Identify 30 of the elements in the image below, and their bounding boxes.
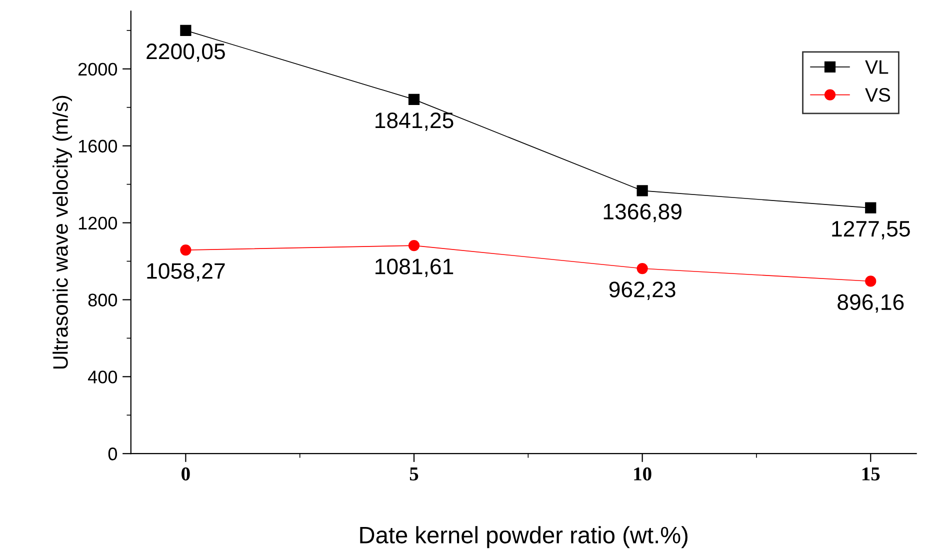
- y-tick-label: 0: [108, 448, 117, 460]
- x-axis-title: Date kernel powder ratio (wt.%): [360, 526, 688, 548]
- data-label: 1277,55: [832, 220, 910, 240]
- x-tick-label: 15: [862, 467, 880, 480]
- y-tick-label: 400: [88, 370, 117, 384]
- x-tick-label: 5: [410, 468, 418, 480]
- y-tick-label: 2000: [78, 62, 118, 76]
- legend-label: VL: [865, 60, 888, 74]
- point: [865, 202, 876, 214]
- point: [408, 240, 420, 252]
- x-tick-label: 0: [182, 467, 190, 480]
- point: [636, 185, 648, 196]
- data-label: 1081,61: [376, 258, 454, 278]
- data-label: 1058,27: [147, 263, 225, 282]
- point: [180, 244, 192, 256]
- y-tick-label: 800: [88, 294, 117, 306]
- point: [180, 24, 192, 36]
- y-tick-label: 1200: [78, 216, 118, 230]
- data-label: 1841,25: [376, 112, 454, 131]
- point: [865, 276, 876, 287]
- data-label: 962,23: [609, 282, 676, 300]
- point: [408, 94, 420, 105]
- point: [636, 262, 648, 274]
- data-label: 2200,05: [146, 44, 225, 62]
- x-tick-label: 10: [634, 467, 652, 480]
- legend-label: VS: [865, 88, 890, 102]
- data-label: 1366,89: [604, 204, 682, 222]
- y-tick-label: 1600: [78, 140, 118, 153]
- y-axis-title: Ultrasonic wave velocity (m/s): [52, 96, 72, 369]
- data-label: 896,16: [838, 294, 904, 313]
